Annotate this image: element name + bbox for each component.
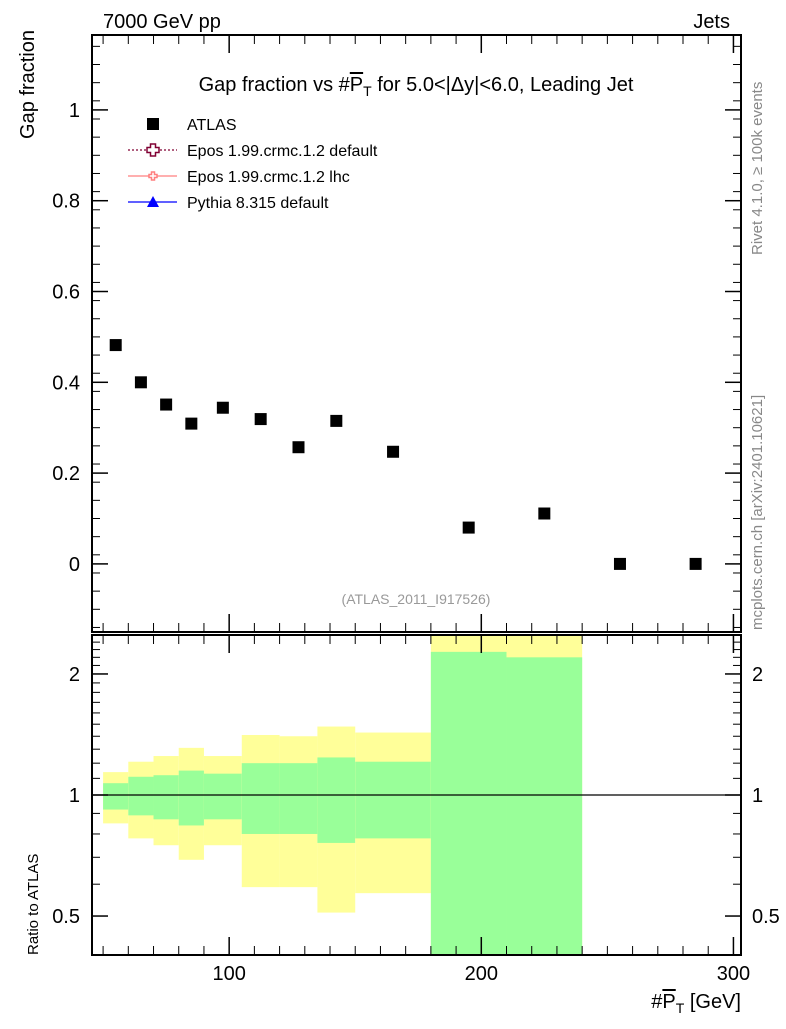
- green-band-bin: [506, 657, 583, 955]
- y-tick-label: 0: [69, 554, 80, 576]
- legend-marker-triangle: [147, 196, 159, 207]
- y-axis-label: Gap fraction: [17, 30, 39, 139]
- green-band-bin: [203, 773, 242, 820]
- analysis-watermark: (ATLAS_2011_I917526): [342, 591, 491, 607]
- x-tick-label: 200: [465, 963, 498, 985]
- atlas-data-point: [689, 557, 702, 570]
- ratio-y-tick-label: 1: [69, 785, 80, 807]
- green-band-bin: [279, 763, 318, 834]
- y-tick-label: 0.4: [52, 372, 80, 394]
- legend-marker-cross: [146, 143, 160, 157]
- y-tick-label: 0.8: [52, 191, 80, 213]
- atlas-data-point: [185, 417, 198, 430]
- green-band-bin: [103, 783, 129, 810]
- legend-marker-square: [147, 118, 159, 130]
- atlas-data-point: [216, 401, 229, 414]
- atlas-data-point: [134, 376, 147, 389]
- atlas-data-point: [160, 398, 173, 411]
- y-tick-label: 0.2: [52, 463, 80, 485]
- legend-label: Epos 1.99.crmc.1.2 default: [187, 143, 378, 160]
- atlas-data-point: [109, 339, 122, 352]
- green-band-bin: [430, 651, 507, 955]
- legend: ATLAS Epos 1.99.crmc.1.2 default Epos 1.99…: [128, 117, 378, 212]
- green-band-bin: [128, 776, 154, 816]
- green-band-bin: [178, 770, 204, 826]
- green-band-bin: [317, 757, 356, 843]
- ratio-y-tick-label-right: 2: [752, 664, 763, 686]
- legend-marker-cross: [148, 171, 158, 181]
- ratio-y-tick-label-right: 0.5: [752, 906, 780, 928]
- x-axis-label: #PT [GeV]: [651, 991, 741, 1016]
- data-points: [109, 339, 702, 570]
- axis-ticks: [92, 35, 741, 956]
- legend-label: ATLAS: [187, 117, 237, 134]
- rivet-version-label: Rivet 4.1.0, ≥ 100k events: [749, 82, 766, 255]
- ratio-y-tick-label: 2: [69, 664, 80, 686]
- atlas-data-point: [538, 507, 551, 520]
- green-band-bin: [241, 763, 280, 834]
- top-right-label: Jets: [693, 11, 730, 33]
- chart-title: Gap fraction vs #PT for 5.0<|Δy|<6.0, Le…: [199, 74, 634, 99]
- atlas-data-point: [330, 414, 343, 427]
- green-band-bin: [355, 761, 431, 839]
- atlas-data-point: [387, 445, 400, 458]
- top-left-label: 7000 GeV pp: [103, 11, 221, 33]
- y-tick-label: 1: [69, 100, 80, 122]
- atlas-data-point: [613, 557, 626, 570]
- ratio-y-tick-label-right: 1: [752, 785, 763, 807]
- ratio-bands: [103, 635, 583, 955]
- main-frame: [91, 34, 742, 633]
- atlas-data-point: [462, 521, 475, 534]
- ratio-y-tick-label: 0.5: [52, 906, 80, 928]
- x-tick-label: 100: [212, 963, 245, 985]
- atlas-data-point: [254, 413, 267, 426]
- y-tick-label: 0.6: [52, 282, 80, 304]
- green-band-bin: [153, 775, 179, 820]
- mcplots-source-label: mcplots.cern.ch [arXiv:2401.10621]: [749, 395, 766, 630]
- legend-label: Epos 1.99.crmc.1.2 lhc: [187, 169, 350, 186]
- x-tick-label: 300: [717, 963, 750, 985]
- atlas-data-point: [292, 441, 305, 454]
- ratio-y-axis-label: Ratio to ATLAS: [25, 854, 42, 955]
- legend-label: Pythia 8.315 default: [187, 195, 329, 212]
